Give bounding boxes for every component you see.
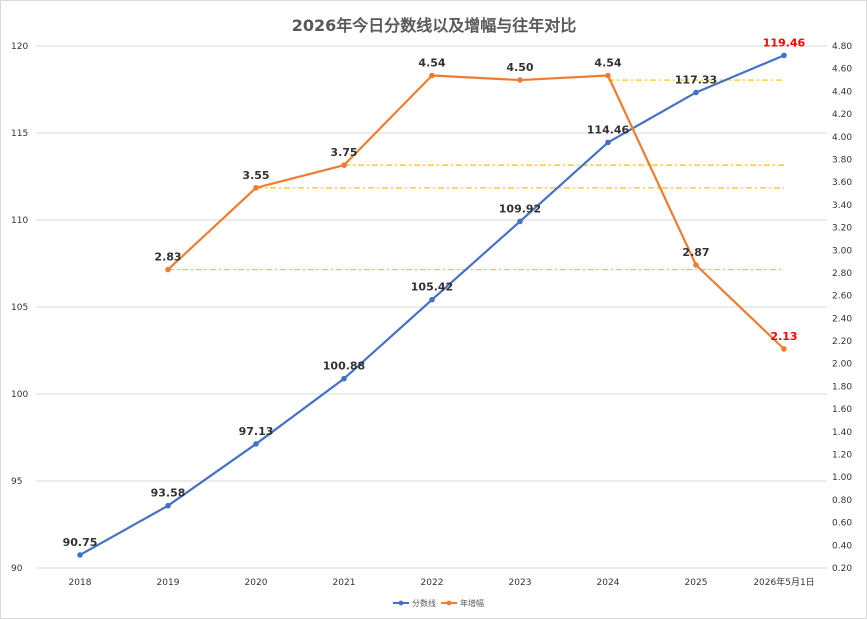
reference-lines xyxy=(168,79,784,271)
series-line-0 xyxy=(79,54,785,556)
data-point xyxy=(517,218,523,225)
right-tick-label: 2.60 xyxy=(832,292,852,302)
right-tick-label: 4.60 xyxy=(832,65,852,75)
data-label: 4.50 xyxy=(506,61,533,74)
gridlines xyxy=(36,45,827,569)
legend: 分数线 年增幅 xyxy=(393,598,484,608)
legend-marker xyxy=(398,600,404,606)
data-point xyxy=(253,185,259,191)
chart-title: 2026年今日分数线以及增幅与往年对比 xyxy=(292,16,577,35)
data-label: 2.83 xyxy=(154,251,181,264)
right-axis-ticks: 0.20 0.40 0.60 0.80 1.00 1.20 1.40 1.60 1.80 2.00… xyxy=(832,42,852,574)
data-label: 3.55 xyxy=(242,169,269,182)
x-axis-ticks: 2018 2019 2020 2021 2022 2023 2024 2025 2026年5月1… xyxy=(69,576,815,588)
right-tick-label: 4.20 xyxy=(832,110,852,120)
data-label: 109.92 xyxy=(499,202,541,215)
right-tick-label: 1.40 xyxy=(832,428,852,438)
data-point xyxy=(605,139,611,146)
x-tick-label: 2019 xyxy=(157,578,180,588)
legend-label: 分数线 xyxy=(412,598,436,608)
data-label: 3.75 xyxy=(330,146,357,159)
data-label: 4.54 xyxy=(418,57,445,70)
data-point xyxy=(165,502,171,509)
left-tick-label: 115 xyxy=(11,129,28,139)
data-label: 100.88 xyxy=(323,360,365,373)
right-tick-label: 1.20 xyxy=(832,451,852,461)
x-tick-label: 2018 xyxy=(69,578,92,588)
x-tick-label: 2025 xyxy=(685,578,708,588)
left-tick-label: 90 xyxy=(11,564,23,574)
right-tick-label: 0.40 xyxy=(832,541,852,551)
legend-label: 年增幅 xyxy=(460,598,484,608)
data-point xyxy=(429,296,435,303)
x-tick-label: 2020 xyxy=(245,578,268,588)
right-tick-label: 1.60 xyxy=(832,405,852,415)
data-label: 90.75 xyxy=(63,536,98,549)
data-label: 4.54 xyxy=(594,57,621,70)
right-tick-label: 1.80 xyxy=(832,382,852,392)
right-tick-label: 4.80 xyxy=(832,42,852,52)
right-tick-label: 3.80 xyxy=(832,155,852,165)
left-tick-label: 95 xyxy=(11,477,22,487)
x-tick-label: 2024 xyxy=(597,578,620,588)
right-tick-label: 3.40 xyxy=(832,201,852,211)
left-tick-label: 110 xyxy=(11,216,28,226)
data-point xyxy=(781,52,787,59)
data-label: 114.46 xyxy=(587,123,630,136)
right-tick-label: 3.00 xyxy=(832,246,852,256)
right-tick-label: 4.40 xyxy=(832,87,852,97)
data-label: 117.33 xyxy=(675,73,717,86)
right-tick-label: 2.80 xyxy=(832,269,852,279)
data-point xyxy=(341,375,347,382)
series-layer xyxy=(77,52,787,558)
right-tick-label: 2.00 xyxy=(832,360,852,370)
x-tick-label: 2023 xyxy=(509,578,532,588)
data-point xyxy=(693,262,699,268)
legend-marker xyxy=(446,600,452,606)
x-tick-label: 2026年5月1日 xyxy=(753,576,814,588)
data-label: 97.13 xyxy=(239,425,274,438)
data-point xyxy=(781,346,787,352)
data-point xyxy=(77,552,83,558)
data-label: 2.87 xyxy=(682,246,709,259)
data-point xyxy=(165,266,171,273)
data-label: 105.42 xyxy=(411,281,453,294)
data-point xyxy=(341,162,347,168)
x-tick-label: 2021 xyxy=(333,578,356,588)
right-tick-label: 2.20 xyxy=(832,337,852,347)
right-tick-label: 4.00 xyxy=(832,133,852,143)
left-tick-label: 120 xyxy=(11,42,28,52)
right-tick-label: 3.20 xyxy=(832,224,852,234)
data-label: 2.13 xyxy=(770,330,797,343)
data-point xyxy=(693,89,699,96)
data-label: 119.46 xyxy=(763,36,806,49)
data-point xyxy=(253,441,259,447)
right-tick-label: 0.80 xyxy=(832,496,852,506)
data-labels: 90.75 93.58 97.13 100.88 105.42 109.92 114.46 1… xyxy=(63,36,806,549)
data-point xyxy=(517,77,523,83)
data-point xyxy=(605,72,611,79)
right-tick-label: 1.00 xyxy=(832,473,852,483)
left-tick-label: 100 xyxy=(11,390,28,400)
data-label: 93.58 xyxy=(151,487,186,500)
right-tick-label: 3.60 xyxy=(832,178,852,188)
right-tick-label: 0.60 xyxy=(832,519,852,529)
right-tick-label: 2.40 xyxy=(832,314,852,324)
series-line-1 xyxy=(167,74,785,350)
left-tick-label: 105 xyxy=(11,303,28,313)
data-point xyxy=(429,72,435,79)
left-axis-ticks: 90 95 100 105 110 115 120 xyxy=(11,42,28,574)
x-tick-label: 2022 xyxy=(421,578,444,588)
right-tick-label: 0.20 xyxy=(832,564,852,574)
